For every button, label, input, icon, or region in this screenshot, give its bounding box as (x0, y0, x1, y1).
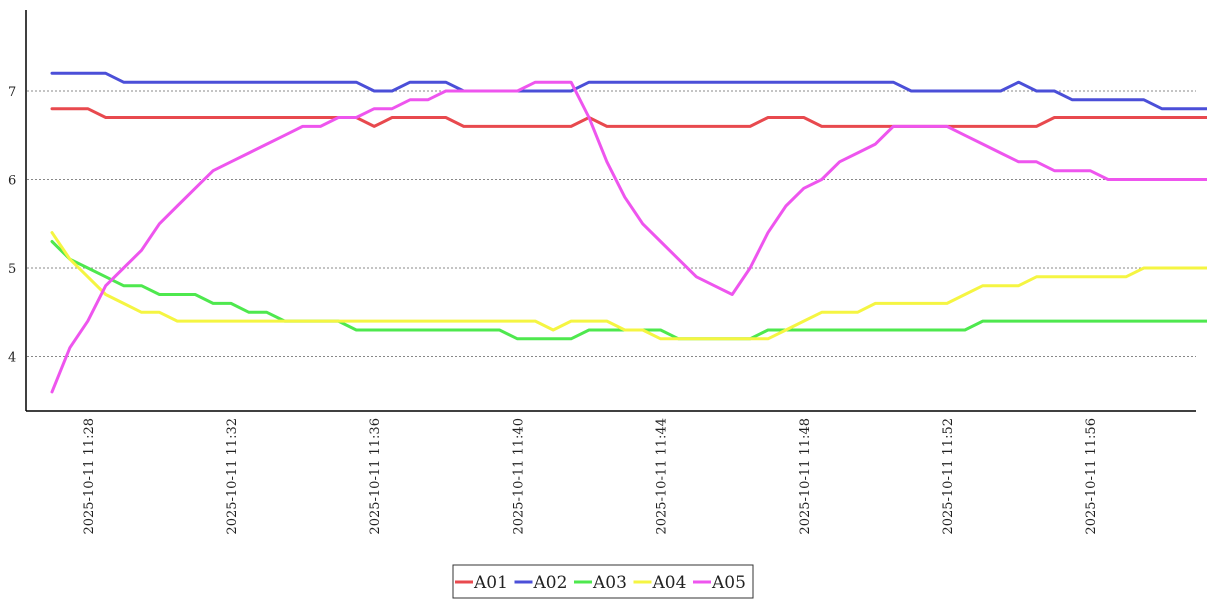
legend-label-a04: A04 (652, 573, 687, 593)
x-tick-label: 2025-10-11 11:48 (798, 418, 813, 535)
series-line-a05 (50, 80, 1207, 394)
x-tick-label: 2025-10-11 11:52 (941, 418, 956, 535)
x-tick-label: 2025-10-11 11:36 (368, 418, 383, 535)
legend: A01 A02 A03 A04 A05 (452, 564, 754, 599)
grid-layer (27, 90, 1196, 357)
series-line-a01 (50, 107, 1207, 128)
x-tick-label: 2025-10-11 11:40 (511, 418, 526, 535)
series-line-a04 (50, 231, 1207, 341)
x-tick-label: 2025-10-11 11:56 (1084, 418, 1099, 535)
x-tick-labels: 2025-10-11 11:28 2025-10-11 11:32 2025-10-… (82, 418, 1099, 535)
legend-label-a03: A03 (592, 573, 627, 593)
series-layer (50, 71, 1207, 394)
y-tick-label: 4 (8, 351, 16, 366)
x-tick-label: 2025-10-11 11:44 (655, 418, 670, 535)
legend-label-a05: A05 (711, 573, 746, 593)
legend-label-a02: A02 (533, 573, 568, 593)
y-tick-label: 6 (8, 174, 16, 189)
series-line-a02 (50, 71, 1207, 111)
x-tick-label: 2025-10-11 11:32 (225, 418, 240, 535)
legend-label-a01: A01 (473, 573, 508, 593)
series-line-a03 (50, 240, 1207, 341)
y-tick-label: 5 (8, 262, 16, 277)
x-tick-label: 2025-10-11 11:28 (82, 418, 97, 535)
y-tick-label: 7 (8, 85, 16, 100)
y-tick-labels: 4 5 6 7 (8, 85, 16, 366)
